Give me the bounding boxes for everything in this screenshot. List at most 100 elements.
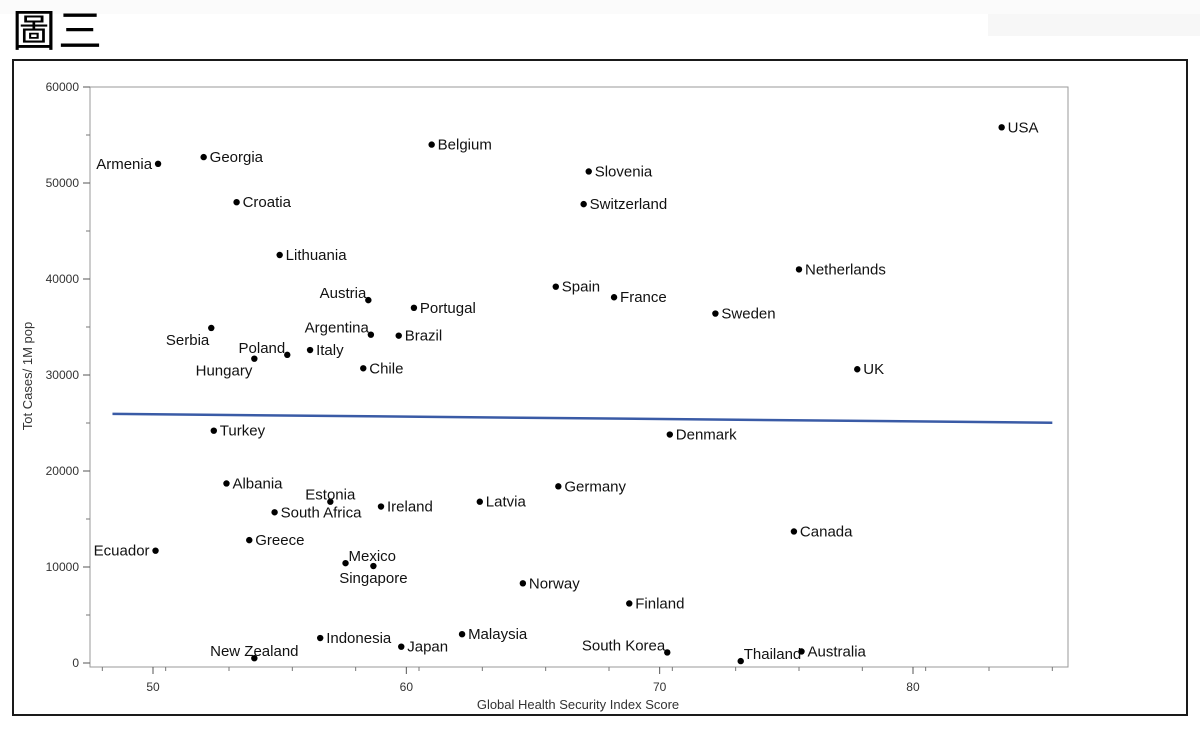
y-tick-label: 10000	[46, 560, 80, 574]
point-label: Austria	[320, 285, 367, 302]
y-axis-ticks: 0 10000 20000 30000 40000 50000 60000	[46, 80, 90, 670]
point-label: Slovenia	[595, 163, 653, 180]
data-point	[395, 332, 402, 339]
data-point	[737, 657, 744, 665]
point-label: Albania	[232, 475, 283, 492]
point-label: France	[620, 289, 667, 306]
data-points: USA Armenia Georgia Belgium Slovenia Croatia S…	[94, 119, 1039, 665]
data-point	[246, 536, 253, 544]
data-point	[367, 331, 375, 338]
corner-box	[988, 14, 1200, 36]
x-axis-title: Global Health Security Index Score	[477, 697, 679, 712]
data-point	[223, 480, 230, 487]
point-label: Indonesia	[326, 630, 392, 647]
point-label: Serbia	[166, 332, 210, 349]
y-tick-label: 30000	[46, 368, 80, 382]
point-label: Armenia	[96, 156, 153, 173]
point-label: Argentina	[305, 320, 370, 337]
point-label: Turkey	[220, 423, 266, 440]
data-point	[370, 562, 377, 570]
data-point	[998, 124, 1005, 131]
y-tick-label: 60000	[46, 80, 80, 94]
point-label: Italy	[316, 342, 344, 359]
point-label: Norway	[529, 575, 580, 592]
data-point	[552, 283, 559, 290]
x-tick-label: 80	[906, 680, 920, 694]
data-point	[398, 643, 405, 650]
point-label: Brazil	[405, 328, 443, 345]
point-label: Georgia	[210, 149, 264, 166]
data-point	[458, 631, 466, 638]
trend-line	[112, 412, 1053, 424]
data-point	[327, 498, 334, 505]
point-label: USA	[1008, 119, 1039, 136]
point-label: South Korea	[582, 637, 666, 654]
point-label: Lithuania	[286, 247, 348, 264]
point-label: Canada	[800, 523, 853, 540]
x-tick-label: 70	[653, 680, 667, 694]
point-label: Hungary	[196, 363, 253, 380]
data-point	[580, 200, 587, 208]
data-point	[476, 498, 483, 505]
point-label: Netherlands	[805, 261, 886, 278]
data-point	[795, 266, 803, 273]
data-point	[306, 346, 314, 354]
point-label: Poland	[239, 340, 286, 357]
data-point	[585, 168, 592, 175]
y-tick-label: 0	[72, 656, 79, 670]
data-point	[152, 547, 159, 554]
point-label: South Africa	[281, 504, 363, 521]
data-point	[377, 503, 385, 510]
data-point	[410, 304, 418, 311]
data-point	[854, 366, 861, 373]
point-label: Finland	[635, 595, 684, 612]
data-point	[316, 634, 324, 642]
data-point	[233, 199, 240, 206]
x-tick-label: 60	[400, 680, 414, 694]
point-label: Singapore	[339, 570, 407, 587]
data-point	[664, 649, 671, 656]
y-axis-title: Tot Cases/ 1M pop	[20, 322, 35, 430]
data-point	[626, 600, 633, 607]
point-label: Japan	[407, 639, 448, 656]
data-point	[365, 296, 372, 304]
data-point	[200, 153, 207, 161]
data-point	[208, 324, 215, 332]
point-label: Ireland	[387, 499, 433, 516]
point-label: Switzerland	[590, 196, 668, 213]
data-point	[666, 431, 673, 438]
data-point	[271, 509, 278, 516]
figure-frame	[12, 59, 1188, 716]
data-point	[251, 655, 258, 662]
point-label: Croatia	[243, 194, 292, 211]
point-label: Spain	[562, 279, 600, 296]
x-tick-label: 50	[146, 680, 160, 694]
data-point	[798, 648, 805, 655]
data-point	[790, 528, 798, 535]
point-label: Australia	[808, 643, 867, 660]
data-point	[555, 483, 562, 490]
data-point	[360, 365, 367, 372]
data-point	[342, 559, 349, 567]
y-tick-label: 20000	[46, 464, 80, 478]
data-point	[276, 251, 283, 259]
data-point	[712, 310, 719, 317]
point-label: Sweden	[721, 306, 775, 323]
point-label: Greece	[255, 532, 304, 549]
point-label: Belgium	[438, 137, 492, 154]
point-label: Chile	[369, 360, 403, 377]
point-label: Malaysia	[468, 626, 528, 643]
data-point	[251, 355, 258, 362]
y-tick-label: 40000	[46, 272, 80, 286]
y-tick-label: 50000	[46, 176, 80, 190]
point-label: Denmark	[676, 427, 737, 444]
point-label: Portugal	[420, 300, 476, 317]
plot-area	[89, 86, 1069, 668]
top-strip	[0, 0, 1200, 14]
point-label: UK	[863, 361, 884, 378]
point-label: Germany	[564, 478, 626, 495]
data-point	[284, 351, 291, 359]
data-point	[610, 294, 618, 301]
data-point	[210, 427, 217, 434]
